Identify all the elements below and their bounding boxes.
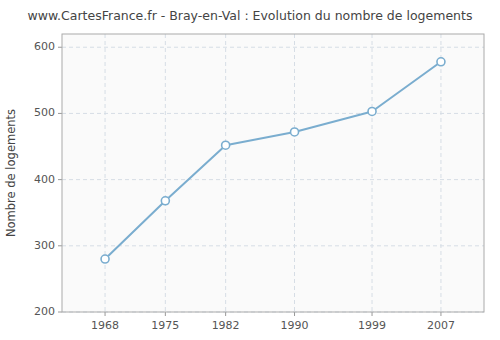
title: www.CartesFrance.fr - Bray-en-Val : Evol… [28,8,473,23]
grid-line [62,245,484,246]
point [161,197,169,205]
point [437,58,445,66]
tick [225,312,226,316]
grid-line [165,34,166,312]
plot-frame [62,34,484,312]
point [101,255,109,263]
tick-label: 1975 [151,319,179,332]
tick-label: 1990 [281,319,309,332]
tick [58,179,62,180]
line [105,62,441,259]
grid-line [62,113,484,114]
grid-line [294,34,295,312]
tick-label: 2007 [427,319,455,332]
tick-label: 500 [34,106,55,119]
tick [165,312,166,316]
grid [62,34,484,312]
y-axis-label: Nombre de logements [4,109,18,237]
tick-label: 1999 [358,319,386,332]
tick [58,245,62,246]
tick-label: 400 [34,173,55,186]
tick-label: 600 [34,40,55,53]
tick [105,312,106,316]
point [222,141,230,149]
axes: 200 300 400 500 600 1968 1975 1982 1990 1999 2007 [34,34,484,332]
grid-line [62,47,484,48]
tick [294,312,295,316]
grid-line [62,179,484,180]
tick [58,47,62,48]
grid-line [105,34,106,312]
grid-line [440,34,441,312]
series [101,58,445,263]
tick-label: 1968 [91,319,119,332]
tick-label: 200 [34,305,55,318]
tick-label: 300 [34,239,55,252]
point [291,128,299,136]
tick [58,113,62,114]
tick [440,312,441,316]
grid-line [372,34,373,312]
grid-line [225,34,226,312]
plot-background [62,34,484,312]
tick [58,312,62,313]
chart: 200 300 400 500 600 1968 1975 1982 1990 1999 2007 N… [0,0,500,340]
tick-label: 1982 [212,319,240,332]
tick [372,312,373,316]
point [368,107,376,115]
